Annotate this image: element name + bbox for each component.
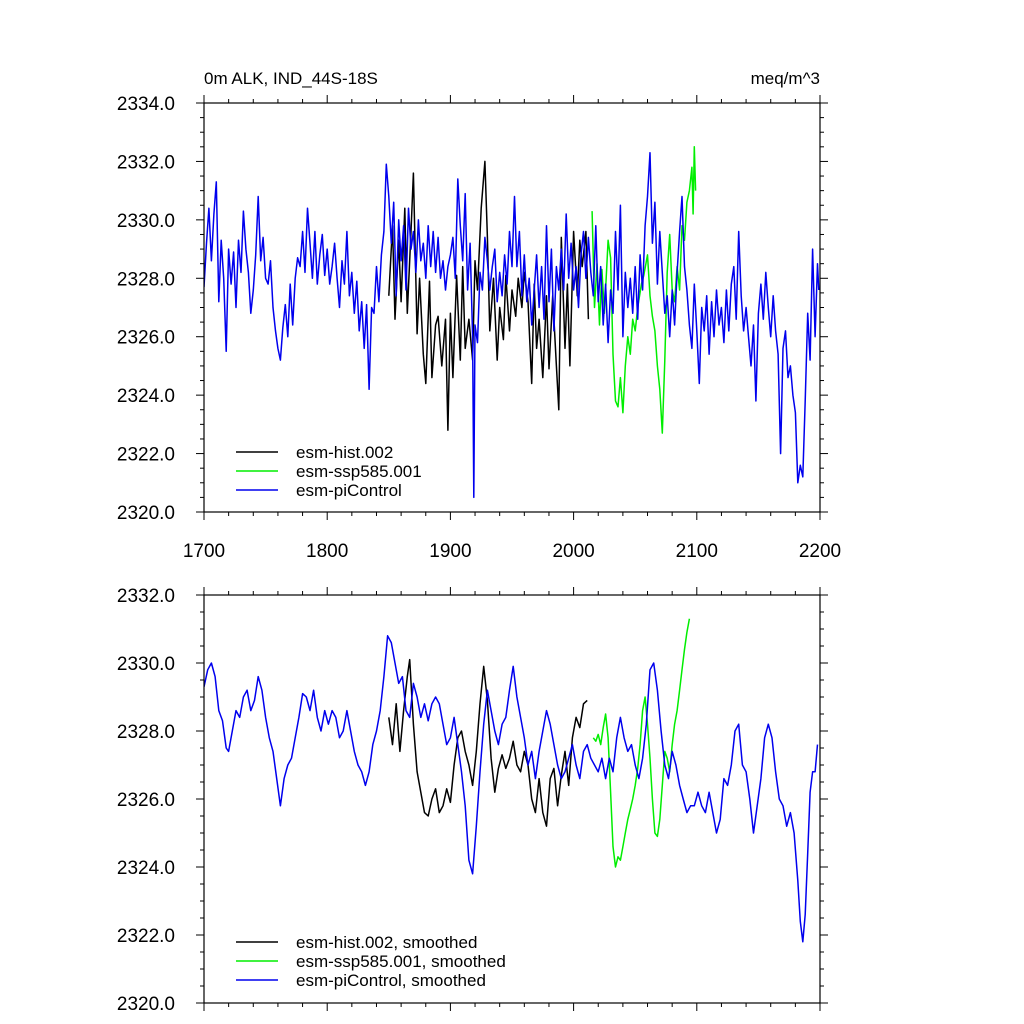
chart-title: 0m ALK, IND_44S-18S [204,69,378,88]
top-panel: 2320.0 2322.0 2324.0 2326.0 2328.0 2330.0 2332… [117,69,841,562]
x-tick-label: 1700 [183,541,225,562]
y-tick-label: 2320.0 [117,503,175,524]
y-tick-label: 2334.0 [117,94,175,115]
y-tick-label: 2324.0 [117,858,175,879]
legend-label: esm-hist.002 [296,443,393,462]
units-label: meq/m^3 [751,69,820,88]
x-tick-label: 1900 [429,541,471,562]
series-line-ssp [592,618,691,868]
legend-label: esm-ssp585.001, smoothed [296,952,506,971]
x-tick-label: 1800 [306,541,348,562]
y-tick-label: 2322.0 [117,926,175,947]
y-tick-label: 2322.0 [117,445,175,466]
series-line-hist [388,658,588,827]
legend-label: esm-piControl [296,481,402,500]
series-line-ssp [591,146,697,434]
legend-label: esm-hist.002, smoothed [296,933,477,952]
y-tick-label: 2328.0 [117,269,175,290]
y-tick-label: 2332.0 [117,152,175,173]
x-tick-label: 2200 [799,541,841,562]
x-tick-label: 2100 [676,541,718,562]
y-tick-label: 2332.0 [117,586,175,607]
series-line-pic [204,635,819,943]
series-line-pic [204,151,820,499]
y-tick-label: 2328.0 [117,722,175,743]
series-line-hist [388,160,590,431]
bottom-panel: 2320.0 2322.0 2324.0 2326.0 2328.0 2330.0 2332… [117,586,828,1015]
legend-label: esm-piControl, smoothed [296,971,486,990]
y-tick-label: 2326.0 [117,790,175,811]
legend-label: esm-ssp585.001 [296,462,422,481]
y-tick-label: 2326.0 [117,328,175,349]
y-tick-label: 2324.0 [117,386,175,407]
x-tick-label: 2000 [552,541,594,562]
y-tick-label: 2330.0 [117,654,175,675]
y-tick-label: 2330.0 [117,211,175,232]
y-tick-label: 2320.0 [117,994,175,1015]
